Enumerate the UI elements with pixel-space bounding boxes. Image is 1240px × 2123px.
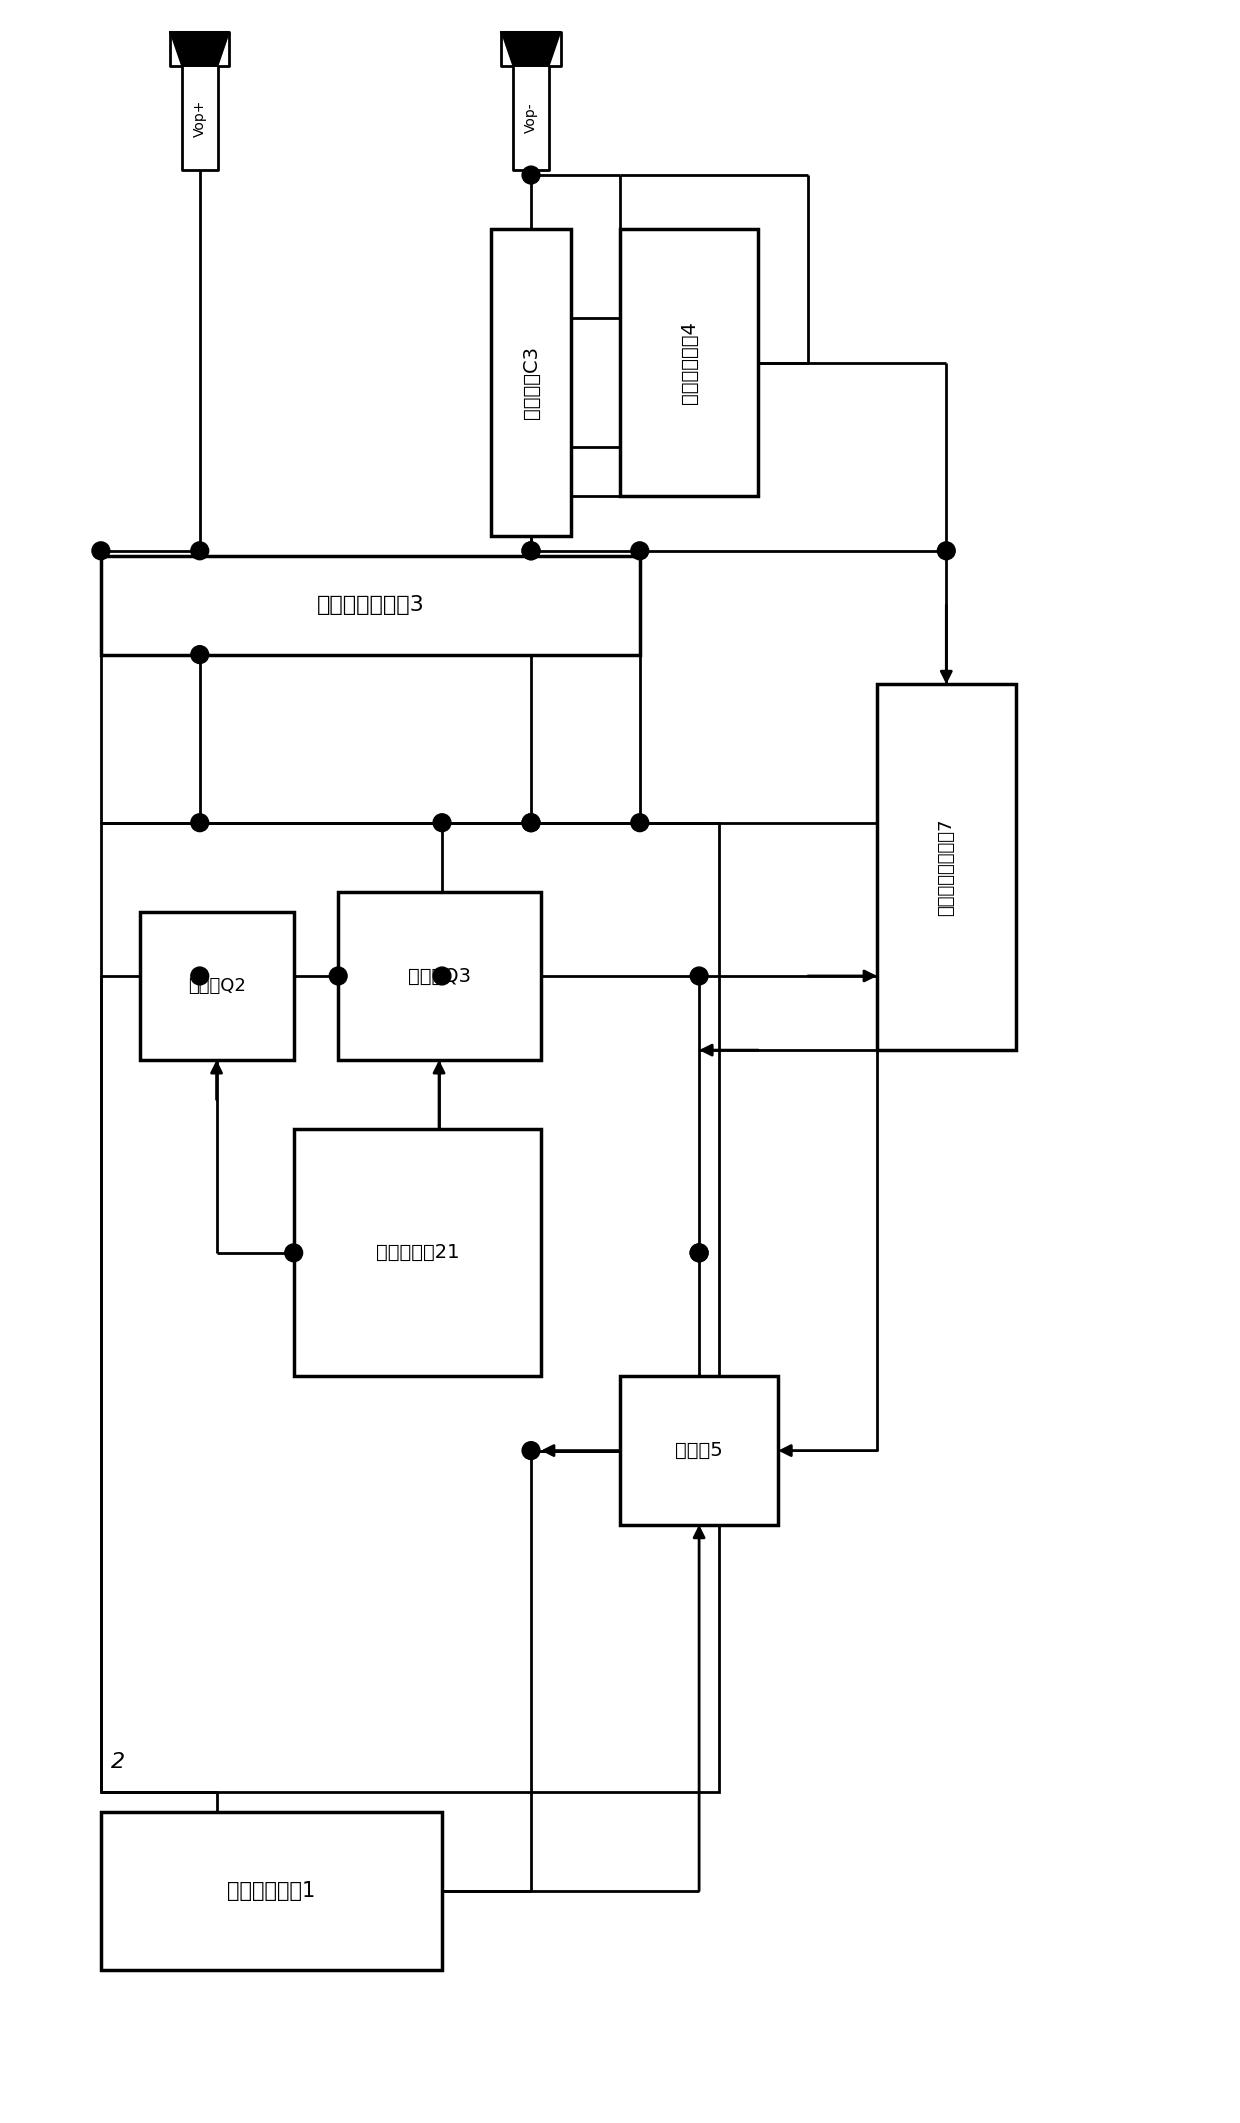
Bar: [294, 1129, 541, 1376]
Text: Vop-: Vop-: [525, 102, 538, 134]
Polygon shape: [501, 32, 560, 66]
Text: 控制劈5: 控制劈5: [676, 1442, 723, 1461]
Polygon shape: [170, 32, 229, 66]
Circle shape: [522, 1442, 539, 1459]
Bar: [339, 892, 541, 1059]
Bar: [620, 229, 759, 497]
Circle shape: [522, 541, 539, 560]
Text: 开关管Q3: 开关管Q3: [408, 966, 471, 985]
Bar: [491, 229, 570, 535]
Circle shape: [92, 541, 110, 560]
Circle shape: [433, 968, 451, 985]
Circle shape: [191, 541, 208, 560]
Text: Vop+: Vop+: [192, 100, 207, 136]
Circle shape: [191, 645, 208, 664]
Bar: [100, 824, 719, 1792]
Circle shape: [522, 541, 539, 560]
Bar: [620, 1376, 779, 1524]
Text: 开关管Q2: 开关管Q2: [188, 977, 246, 996]
Bar: [100, 1811, 441, 1970]
Circle shape: [691, 1244, 708, 1261]
Circle shape: [330, 968, 347, 985]
Polygon shape: [501, 32, 560, 170]
Circle shape: [522, 813, 539, 832]
Circle shape: [433, 813, 451, 832]
Circle shape: [631, 813, 649, 832]
Polygon shape: [170, 32, 229, 170]
Circle shape: [522, 166, 539, 185]
Circle shape: [522, 813, 539, 832]
Bar: [100, 556, 640, 654]
Bar: [140, 911, 294, 1059]
Text: 稳压补偿电源4: 稳压补偿电源4: [680, 321, 698, 403]
Circle shape: [191, 813, 208, 832]
Text: 前级稳压电源1: 前级稳压电源1: [227, 1881, 315, 1900]
Text: 2: 2: [110, 1751, 125, 1773]
Circle shape: [691, 968, 708, 985]
Circle shape: [191, 968, 208, 985]
Text: 脉冲发生匨21: 脉冲发生匨21: [376, 1244, 459, 1263]
Circle shape: [937, 541, 955, 560]
Text: 升压放压器电路3: 升压放压器电路3: [316, 594, 424, 616]
Circle shape: [631, 541, 649, 560]
Text: 补偿电容C3: 补偿电容C3: [522, 346, 541, 418]
Text: 电压传感器检测装7: 电压传感器检测装7: [937, 819, 955, 915]
Bar: [877, 684, 1016, 1051]
Circle shape: [691, 1244, 708, 1261]
Circle shape: [285, 1244, 303, 1261]
